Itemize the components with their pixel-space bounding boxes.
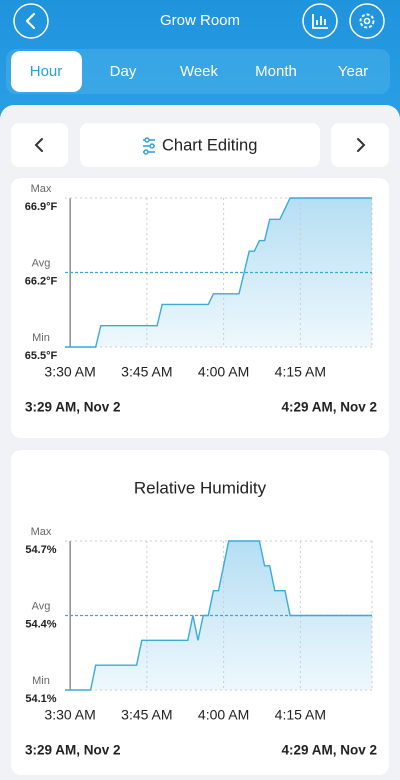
- back-button[interactable]: [13, 3, 49, 39]
- range-start: 3:29 AM, Nov 2: [25, 400, 121, 415]
- y-tick-name: Avg: [32, 257, 51, 269]
- area-fill: [65, 541, 372, 690]
- tab[interactable]: Month: [255, 63, 297, 80]
- settings-button[interactable]: [349, 3, 385, 39]
- tab[interactable]: Week: [180, 63, 219, 80]
- chart-editing-button[interactable]: Chart Editing: [80, 123, 320, 167]
- y-tick-name: Max: [31, 183, 52, 195]
- tab-label: Hour: [30, 63, 63, 80]
- tab-label: Day: [110, 63, 137, 80]
- chart-title: Relative Humidity: [134, 478, 267, 497]
- x-tick-label: 3:30 AM: [44, 364, 95, 380]
- range-start: 3:29 AM, Nov 2: [25, 743, 121, 758]
- tabs: Hour Day Week Month Year: [11, 51, 368, 92]
- x-tick-label: 4:15 AM: [275, 364, 326, 380]
- tab[interactable]: Day: [110, 63, 137, 80]
- y-tick-label: 65.5°F: [25, 350, 58, 362]
- prev-button[interactable]: [11, 123, 68, 167]
- tab-bar: [6, 49, 390, 94]
- chart-button[interactable]: [302, 3, 338, 39]
- y-tick-label: 66.2°F: [25, 275, 58, 287]
- x-tick-label: 3:45 AM: [121, 364, 172, 380]
- toolbar-label: Chart Editing: [162, 136, 257, 154]
- range-end: 4:29 AM, Nov 2: [281, 400, 377, 415]
- area-fill: [65, 198, 372, 347]
- y-tick-name: Min: [32, 675, 50, 687]
- chart: 3:30 AM 3:45 AM 4:00 AM 4:15 AM Min 65.5°F Avg…: [25, 183, 377, 415]
- chart-card: [11, 450, 389, 775]
- y-tick-label: 66.9°F: [25, 201, 58, 213]
- tab-label: Week: [180, 63, 219, 80]
- header-title: Grow Room: [160, 12, 240, 29]
- charts: 3:30 AM 3:45 AM 4:00 AM 4:15 AM Min 65.5°F Avg…: [25, 183, 377, 758]
- tab-label: Year: [338, 63, 368, 80]
- chart: Relative Humidity 3:30 AM 3:45 AM 4:00 AM 4:…: [25, 478, 377, 757]
- y-tick-label: 54.7%: [25, 544, 56, 556]
- x-tick-label: 4:15 AM: [275, 707, 326, 723]
- x-tick-label: 4:00 AM: [198, 364, 249, 380]
- y-tick-name: Min: [32, 332, 50, 344]
- y-tick-name: Avg: [32, 600, 51, 612]
- y-tick-label: 54.4%: [25, 618, 56, 630]
- x-tick-label: 3:45 AM: [121, 707, 172, 723]
- next-button[interactable]: [331, 123, 389, 167]
- data-line: [65, 197, 372, 348]
- range-end: 4:29 AM, Nov 2: [281, 743, 377, 758]
- y-tick-label: 54.1%: [25, 693, 56, 705]
- tab-active-bg: [11, 51, 82, 92]
- x-tick-label: 4:00 AM: [198, 707, 249, 723]
- tab[interactable]: Year: [338, 63, 368, 80]
- x-tick-label: 3:30 AM: [44, 707, 95, 723]
- y-tick-name: Max: [31, 526, 52, 538]
- data-line: [65, 540, 372, 691]
- tab-label: Month: [255, 63, 297, 80]
- tab[interactable]: Hour: [11, 51, 82, 92]
